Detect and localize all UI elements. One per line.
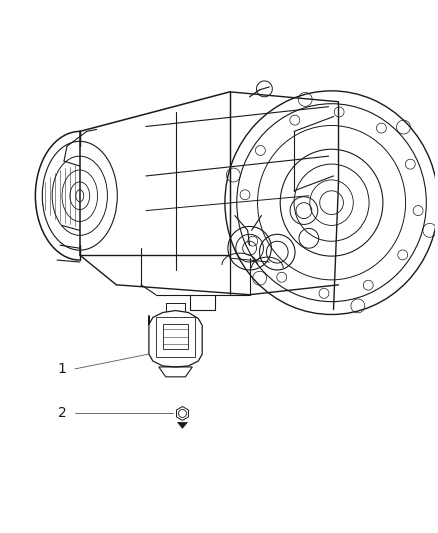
Text: 1: 1 — [57, 362, 67, 376]
Polygon shape — [177, 422, 187, 429]
Text: 2: 2 — [58, 407, 67, 421]
